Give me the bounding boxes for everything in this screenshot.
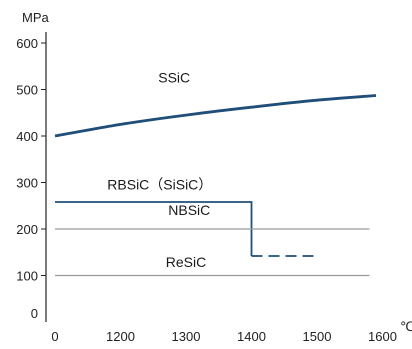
series-line-rbsic-sisic xyxy=(55,201,253,256)
x-tick-label: 1200 xyxy=(106,329,135,344)
x-tick-label: 1600 xyxy=(368,329,397,344)
y-tick-label: 0 xyxy=(31,306,38,321)
series-label-ssic: SSiC xyxy=(158,70,190,86)
axes: 0 100 200 300 400 500 600 MPa 0 1200 1300 1400 1500 1… xyxy=(16,10,412,344)
y-tick-label: 100 xyxy=(16,269,38,284)
y-tick-label: 400 xyxy=(16,129,38,144)
x-tick-label: 0 xyxy=(51,329,58,344)
y-tick-label: 200 xyxy=(16,222,38,237)
y-tick-label: 500 xyxy=(16,83,38,98)
y-axis-label: MPa xyxy=(22,10,50,25)
series-label-nbsic: NBSiC xyxy=(168,202,210,218)
x-tick-label: 1500 xyxy=(303,329,332,344)
x-axis-label: ℃ xyxy=(400,319,412,334)
y-tick-label: 600 xyxy=(16,36,38,51)
label-layer: SSiC RBSiC（SiSiC） NBSiC ReSiC xyxy=(107,70,212,271)
x-tick-label: 1400 xyxy=(237,329,266,344)
series-layer xyxy=(54,94,377,277)
y-tick-label: 300 xyxy=(16,176,38,191)
series-label-rbsic-sisic: RBSiC（SiSiC） xyxy=(107,176,212,192)
series-label-resic: ReSiC xyxy=(166,254,206,270)
x-tick-label: 1300 xyxy=(172,329,201,344)
series-line-ssic xyxy=(54,94,377,138)
